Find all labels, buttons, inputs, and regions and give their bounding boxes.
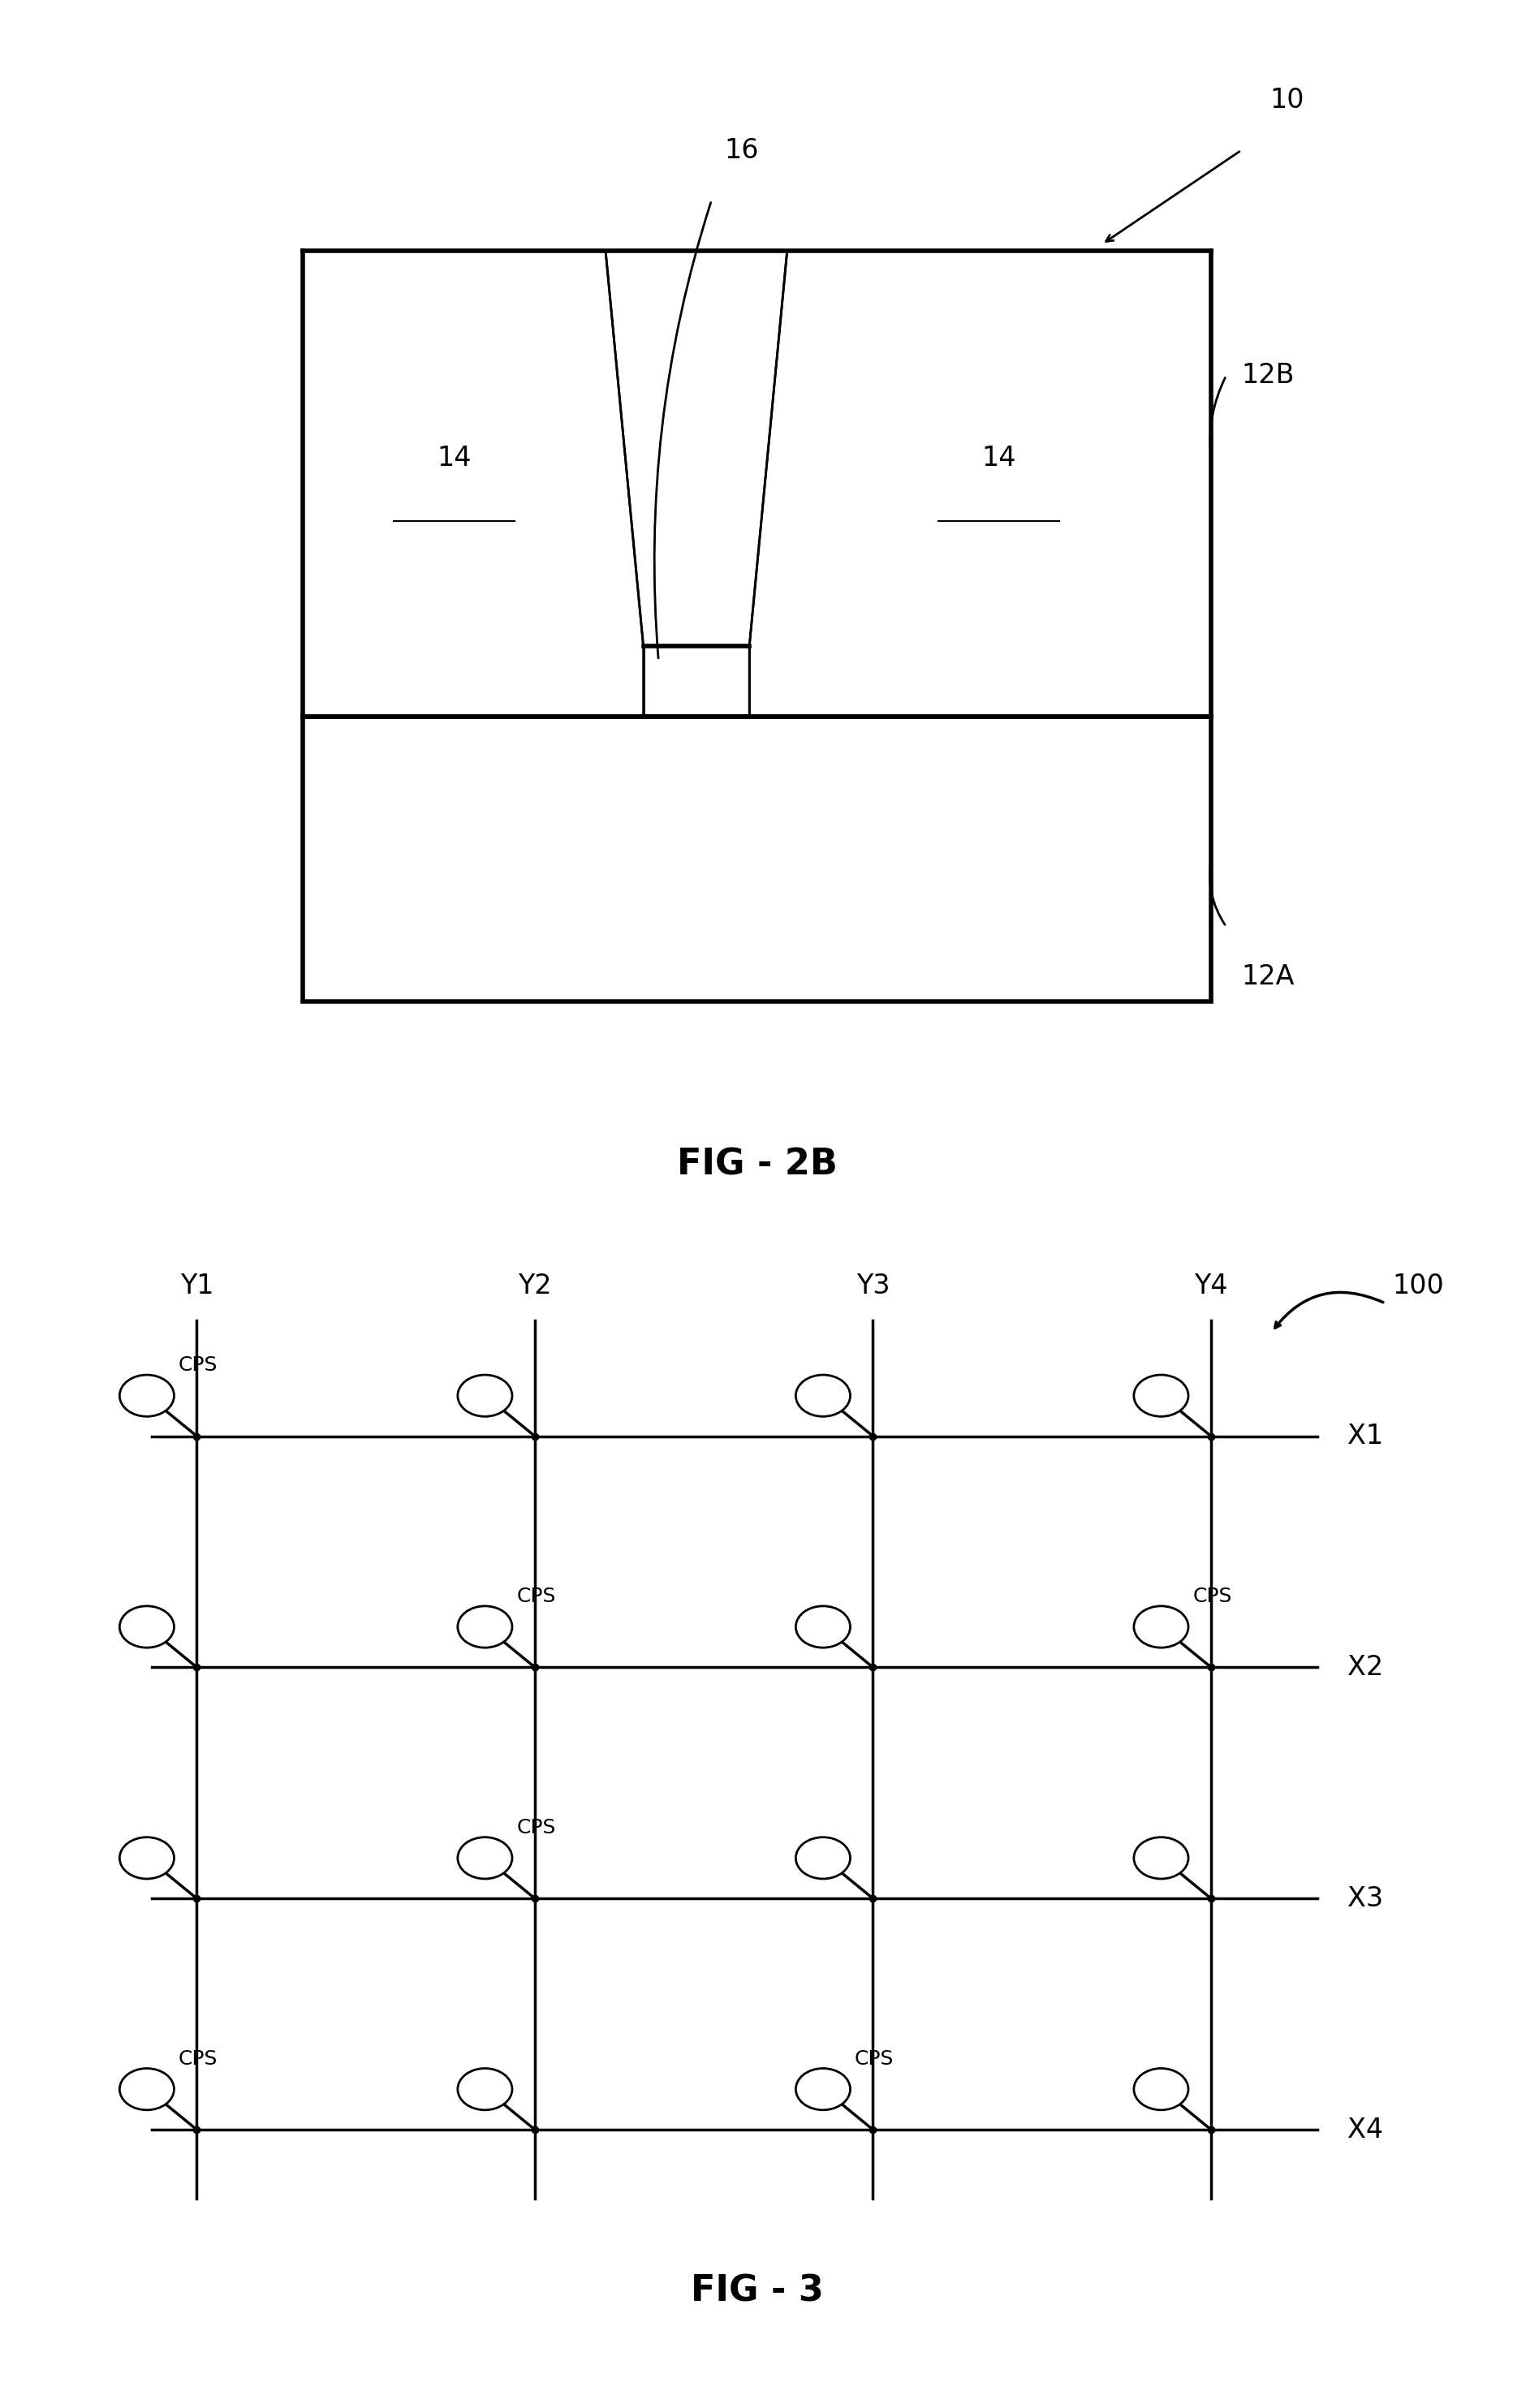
Text: Y3: Y3 <box>856 1271 890 1300</box>
Text: FIG - 3: FIG - 3 <box>690 2273 823 2309</box>
Text: 14: 14 <box>982 445 1015 472</box>
Text: X1: X1 <box>1347 1423 1383 1450</box>
Circle shape <box>1133 1606 1188 1647</box>
Text: CPS: CPS <box>855 2049 894 2068</box>
Circle shape <box>1133 1375 1188 1416</box>
Circle shape <box>120 1837 174 1878</box>
Circle shape <box>796 1375 850 1416</box>
Text: Y2: Y2 <box>517 1271 551 1300</box>
Text: CPS: CPS <box>179 2049 218 2068</box>
Text: X3: X3 <box>1347 1885 1383 1912</box>
Text: CPS: CPS <box>179 1356 218 1375</box>
Circle shape <box>457 1606 511 1647</box>
Circle shape <box>457 1375 511 1416</box>
Text: X2: X2 <box>1347 1654 1383 1681</box>
Circle shape <box>457 2068 511 2109</box>
Text: 12B: 12B <box>1241 361 1294 390</box>
Circle shape <box>120 1375 174 1416</box>
Circle shape <box>1133 2068 1188 2109</box>
Circle shape <box>796 1606 850 1647</box>
Text: Y1: Y1 <box>180 1271 213 1300</box>
Circle shape <box>1133 1837 1188 1878</box>
Text: X4: X4 <box>1347 2117 1383 2143</box>
Text: 14: 14 <box>437 445 471 472</box>
Text: 12A: 12A <box>1241 963 1294 990</box>
Text: Y4: Y4 <box>1194 1271 1227 1300</box>
Text: 10: 10 <box>1269 87 1303 113</box>
Text: 16: 16 <box>725 137 758 164</box>
Circle shape <box>120 2068 174 2109</box>
Text: 100: 100 <box>1392 1271 1443 1300</box>
Circle shape <box>796 2068 850 2109</box>
Text: CPS: CPS <box>516 1818 555 1837</box>
Circle shape <box>796 1837 850 1878</box>
Text: CPS: CPS <box>516 1587 555 1606</box>
Text: FIG - 2B: FIG - 2B <box>676 1146 837 1182</box>
Circle shape <box>457 1837 511 1878</box>
Circle shape <box>120 1606 174 1647</box>
Text: CPS: CPS <box>1192 1587 1232 1606</box>
